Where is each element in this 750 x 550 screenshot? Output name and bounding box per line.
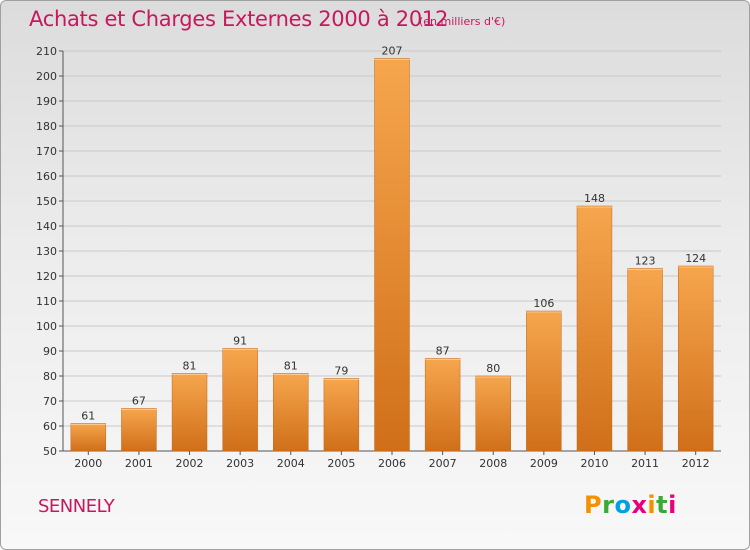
y-tick-label: 210 (36, 45, 57, 58)
bar-2010 (576, 205, 613, 452)
y-tick-label: 100 (36, 320, 57, 333)
logo-letter: i (668, 491, 677, 519)
bar-2000 (70, 423, 107, 452)
x-tick-label: 2005 (327, 457, 355, 470)
data-labels: 61 67 81 91 81 79 207 87 80 106 148 123 124 (81, 45, 706, 423)
bar-2007 (424, 358, 461, 452)
logo-letter: i (647, 491, 657, 519)
data-label-2000: 61 (81, 410, 95, 423)
logo-letter: r (602, 491, 615, 519)
proxiti-logo[interactable]: Proxiti (584, 491, 677, 519)
y-tick-label: 120 (36, 270, 57, 283)
logo-letter: t (656, 491, 669, 519)
y-tick-label: 190 (36, 95, 57, 108)
x-tick-labels: 2000 2001 2002 2003 2004 2005 2006 2007 2008 2009… (74, 457, 709, 470)
data-label-2012: 124 (685, 252, 706, 265)
y-tick-label: 170 (36, 145, 57, 158)
x-tick-label: 2010 (580, 457, 608, 470)
data-label-2009: 106 (533, 297, 554, 310)
y-tick-label: 200 (36, 70, 57, 83)
data-label-2010: 148 (584, 192, 605, 205)
y-tick-label: 160 (36, 170, 57, 183)
data-label-2003: 91 (233, 335, 247, 348)
x-tick-label: 2000 (74, 457, 102, 470)
x-tick-label: 2008 (479, 457, 507, 470)
data-label-2006: 207 (382, 45, 403, 58)
bar-2004 (273, 373, 309, 452)
y-tick-label: 60 (43, 420, 57, 433)
x-tick-label: 2006 (378, 457, 406, 470)
logo-letter: o (614, 491, 632, 519)
bar-2008 (475, 375, 511, 452)
data-label-2001: 67 (132, 395, 146, 408)
y-tick-label: 80 (43, 370, 57, 383)
y-tick-label: 110 (36, 295, 57, 308)
x-tick-label: 2001 (125, 457, 153, 470)
y-tick-label: 90 (43, 345, 57, 358)
bars (70, 58, 714, 452)
bar-2012 (677, 265, 714, 452)
data-label-2002: 81 (183, 360, 197, 373)
data-label-2004: 81 (284, 360, 298, 373)
bar-2003 (222, 348, 258, 452)
y-tick-label: 70 (43, 395, 57, 408)
x-tick-label: 2007 (429, 457, 457, 470)
chart-title: Achats et Charges Externes 2000 à 2012 (29, 7, 449, 31)
x-tick-label: 2012 (682, 457, 710, 470)
bar-2002 (171, 373, 208, 452)
y-tick-label: 50 (43, 445, 57, 458)
y-tick-label: 140 (36, 220, 57, 233)
logo-letter: x (631, 491, 648, 519)
chart-subtitle: (en milliers d'€) (419, 15, 506, 28)
bar-2011 (627, 268, 663, 452)
x-tick-label: 2002 (176, 457, 204, 470)
bar-2006 (374, 58, 410, 452)
bar-2005 (323, 378, 360, 452)
commune-name: SENNELY (38, 496, 115, 517)
x-tick-label: 2011 (631, 457, 659, 470)
data-label-2007: 87 (436, 345, 450, 358)
data-label-2011: 123 (635, 255, 656, 268)
x-tick-label: 2003 (226, 457, 254, 470)
x-tick-label: 2009 (530, 457, 558, 470)
bar-2001 (121, 408, 157, 452)
y-tick-label: 130 (36, 245, 57, 258)
data-label-2008: 80 (486, 362, 500, 375)
x-tick-label: 2004 (277, 457, 305, 470)
bar-2009 (526, 310, 562, 452)
data-label-2005: 79 (334, 365, 348, 378)
y-tick-labels: 50 60 70 80 90 100 110 120 130 140 150 160 170 180 190… (36, 45, 57, 458)
logo-letter: P (584, 491, 603, 519)
y-tick-label: 180 (36, 120, 57, 133)
y-tick-label: 150 (36, 195, 57, 208)
